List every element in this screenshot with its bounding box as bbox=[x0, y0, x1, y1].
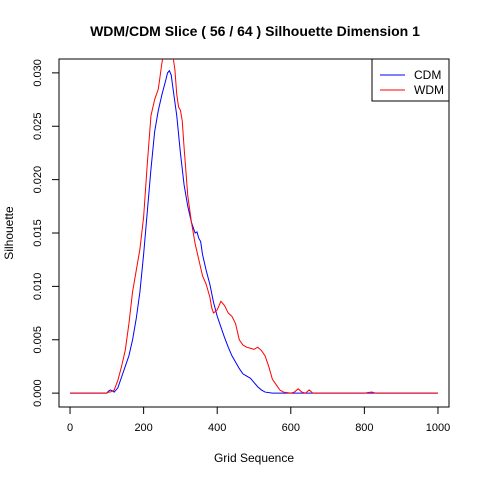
y-tick-label: 0.000 bbox=[32, 379, 44, 407]
y-tick-label: 0.010 bbox=[32, 273, 44, 301]
legend-label-cdm: CDM bbox=[414, 68, 441, 82]
y-axis: 0.000 0.005 0.010 0.015 0.020 0.025 0.030 bbox=[32, 59, 60, 407]
plot-area bbox=[58, 58, 450, 408]
y-tick-label: 0.015 bbox=[32, 219, 44, 247]
x-tick-label: 400 bbox=[208, 422, 226, 434]
y-axis-label: Silhouette bbox=[2, 206, 16, 260]
legend-frame bbox=[371, 58, 450, 102]
series-layer bbox=[70, 59, 438, 394]
x-tick-label: 0 bbox=[67, 422, 73, 434]
plot-frame bbox=[58, 58, 450, 408]
series-line-cdm bbox=[70, 69, 438, 394]
y-tick-label: 0.025 bbox=[32, 112, 44, 140]
x-tick-label: 600 bbox=[282, 422, 300, 434]
chart-title: WDM/CDM Slice ( 56 / 64 ) Silhouette Dim… bbox=[90, 23, 420, 39]
legend-label-wdm: WDM bbox=[414, 83, 444, 97]
y-tick-label: 0.005 bbox=[32, 326, 44, 354]
x-tick-label: 800 bbox=[355, 422, 373, 434]
series-line-wdm bbox=[70, 59, 438, 394]
y-tick-label: 0.030 bbox=[32, 59, 44, 87]
x-axis: 0 200 400 600 800 1000 bbox=[67, 406, 450, 434]
y-tick-label: 0.020 bbox=[32, 166, 44, 194]
x-tick-label: 200 bbox=[134, 422, 152, 434]
x-axis-label: Grid Sequence bbox=[214, 451, 294, 465]
x-tick-label: 1000 bbox=[426, 422, 450, 434]
